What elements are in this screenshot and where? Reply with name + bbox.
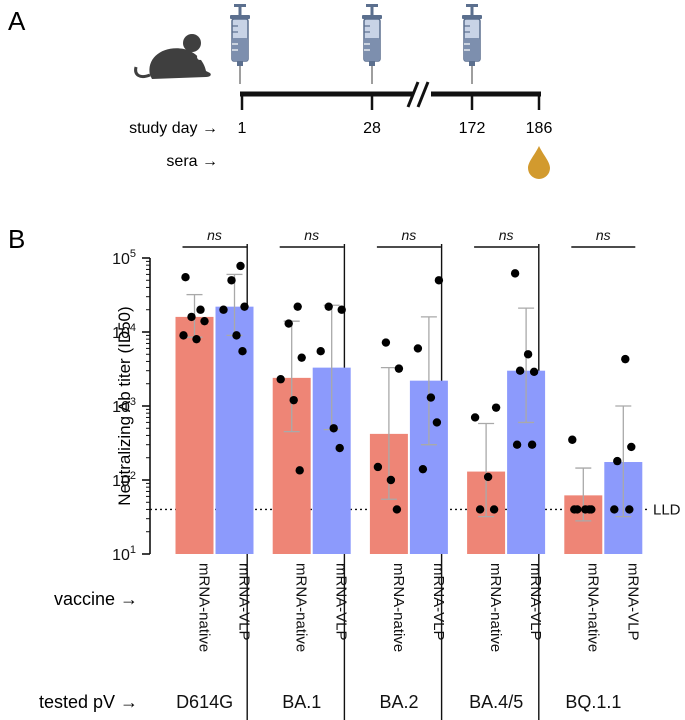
data-point bbox=[335, 443, 344, 453]
data-point bbox=[179, 331, 188, 340]
data-point bbox=[432, 418, 442, 427]
data-point bbox=[295, 466, 304, 475]
vaccine-label: mRNA-native bbox=[487, 563, 504, 652]
data-point bbox=[434, 276, 444, 285]
mouse-icon bbox=[134, 34, 211, 79]
data-point bbox=[570, 505, 579, 514]
data-point bbox=[227, 276, 236, 285]
vaccine-label: mRNA-VLP bbox=[236, 563, 253, 641]
significance-label: ns bbox=[304, 227, 319, 243]
vaccine-label: mRNA-VLP bbox=[527, 563, 544, 641]
data-point bbox=[621, 354, 630, 364]
data-point bbox=[196, 305, 205, 314]
day-label: 28 bbox=[363, 120, 381, 137]
bar-mrna-vlp bbox=[215, 306, 254, 554]
lld-label: LLD bbox=[653, 501, 681, 518]
data-point bbox=[625, 505, 634, 514]
significance-label: ns bbox=[499, 227, 514, 243]
significance-label: ns bbox=[402, 227, 417, 243]
data-point bbox=[240, 302, 249, 311]
syringe-icon bbox=[362, 4, 382, 84]
y-tick-label: 102 bbox=[112, 470, 136, 490]
data-point bbox=[510, 269, 520, 278]
tested-pv-row-label: tested pV → bbox=[39, 692, 138, 712]
bar-chart: 101 102 103 104 105 LLD mRNA-native mRNA-VLP ns D… bbox=[112, 227, 681, 720]
vaccine-label: mRNA-native bbox=[196, 563, 213, 652]
data-point bbox=[491, 403, 501, 412]
data-point bbox=[515, 366, 525, 375]
data-point bbox=[386, 475, 396, 485]
data-point bbox=[284, 319, 293, 328]
data-point bbox=[181, 273, 190, 282]
tested-pv-label: BA.4/5 bbox=[469, 692, 523, 712]
data-point bbox=[568, 435, 577, 444]
data-point bbox=[394, 364, 404, 373]
data-point bbox=[613, 456, 622, 466]
data-point bbox=[470, 413, 480, 422]
data-point bbox=[329, 424, 338, 433]
data-point bbox=[627, 442, 636, 452]
data-point bbox=[527, 440, 537, 449]
data-point bbox=[381, 338, 391, 347]
day-label: 172 bbox=[459, 120, 486, 137]
data-point bbox=[289, 395, 298, 405]
data-point bbox=[219, 305, 228, 314]
y-axis-label: Neutralizing Ab titer (ID50) bbox=[115, 306, 134, 505]
vaccine-label: mRNA-VLP bbox=[333, 563, 350, 641]
tested-pv-label: BQ.1.1 bbox=[565, 692, 621, 712]
y-tick-label: 105 bbox=[112, 248, 136, 268]
data-point bbox=[610, 505, 619, 514]
data-point bbox=[297, 353, 306, 362]
vaccine-label: mRNA-native bbox=[293, 563, 310, 652]
data-point bbox=[585, 505, 594, 514]
timeline bbox=[240, 81, 541, 110]
day-label: 186 bbox=[526, 120, 553, 137]
data-point bbox=[232, 331, 241, 340]
vaccine-label: mRNA-native bbox=[584, 563, 601, 652]
significance-label: ns bbox=[596, 227, 611, 243]
data-point bbox=[529, 367, 539, 376]
data-point bbox=[187, 312, 196, 322]
blood-drop-icon bbox=[528, 146, 550, 179]
tested-pv-label: D614G bbox=[176, 692, 233, 712]
syringe-icon bbox=[230, 4, 250, 84]
sera-label: sera → bbox=[166, 153, 218, 170]
data-point bbox=[316, 347, 325, 356]
data-point bbox=[276, 375, 285, 384]
panel-a-letter: A bbox=[8, 6, 26, 36]
data-point bbox=[337, 305, 346, 314]
data-point bbox=[418, 464, 428, 474]
syringe-icon bbox=[462, 4, 482, 84]
vaccine-label: mRNA-native bbox=[390, 563, 407, 652]
data-point bbox=[475, 505, 485, 514]
data-point bbox=[392, 505, 402, 514]
data-point bbox=[512, 440, 522, 449]
day-label: 1 bbox=[238, 120, 247, 137]
data-point bbox=[200, 316, 209, 326]
y-tick-label: 103 bbox=[112, 396, 136, 416]
data-point bbox=[489, 505, 499, 514]
vaccine-label: mRNA-VLP bbox=[430, 563, 447, 641]
vaccine-label: mRNA-VLP bbox=[624, 563, 641, 641]
data-point bbox=[293, 302, 302, 311]
bar-mrna-native bbox=[175, 316, 214, 554]
data-point bbox=[483, 472, 493, 482]
data-point bbox=[413, 344, 423, 353]
data-point bbox=[192, 334, 201, 344]
data-point bbox=[373, 462, 383, 472]
significance-label: ns bbox=[207, 227, 222, 243]
tested-pv-label: BA.2 bbox=[379, 692, 418, 712]
y-tick-label: 104 bbox=[112, 322, 136, 342]
data-point bbox=[238, 347, 247, 356]
data-point bbox=[523, 350, 533, 359]
panel-b-letter: B bbox=[8, 224, 25, 254]
data-point bbox=[324, 302, 333, 311]
y-tick-label: 101 bbox=[112, 544, 136, 564]
study-day-label: study day → bbox=[129, 120, 218, 137]
vaccine-row-label: vaccine → bbox=[54, 589, 138, 609]
tested-pv-label: BA.1 bbox=[282, 692, 321, 712]
data-point bbox=[426, 393, 436, 402]
data-point bbox=[236, 261, 245, 271]
